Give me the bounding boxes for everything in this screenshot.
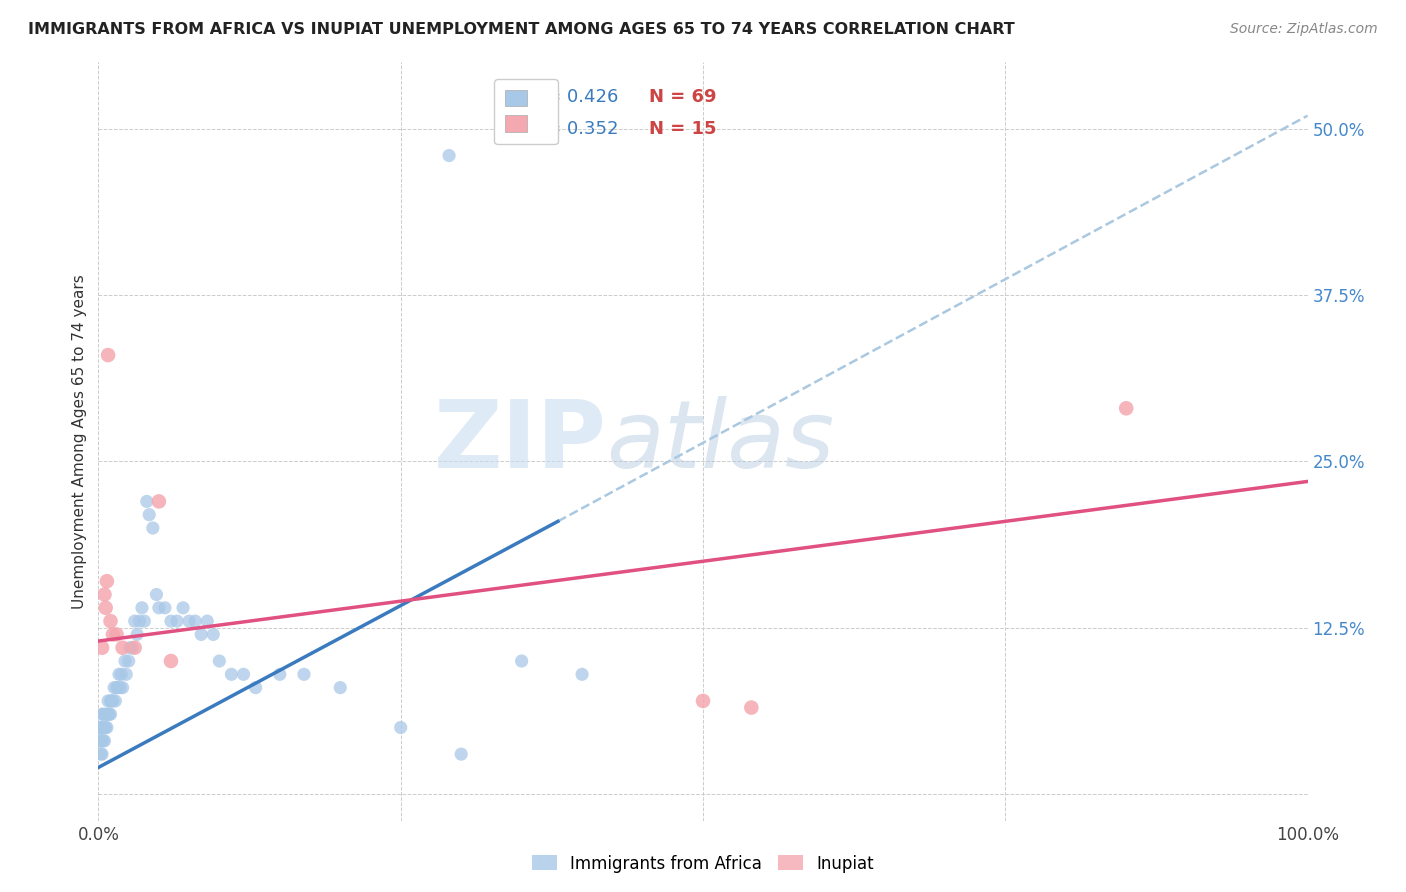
Point xyxy=(100,707,122,722)
Point xyxy=(103,681,125,695)
Text: R = 0.352: R = 0.352 xyxy=(527,120,619,138)
Point xyxy=(131,600,153,615)
Point xyxy=(94,707,117,722)
Point xyxy=(124,640,146,655)
Text: atlas: atlas xyxy=(606,396,835,487)
Point xyxy=(90,734,112,748)
Point xyxy=(148,494,170,508)
Text: Source: ZipAtlas.com: Source: ZipAtlas.com xyxy=(1230,22,1378,37)
Legend: Immigrants from Africa, Inupiat: Immigrants from Africa, Inupiat xyxy=(524,848,882,880)
Point xyxy=(108,681,131,695)
Point xyxy=(98,707,121,722)
Point xyxy=(105,681,128,695)
Point xyxy=(190,627,212,641)
Point xyxy=(101,627,124,641)
Point xyxy=(134,614,156,628)
Point xyxy=(104,694,127,708)
Point xyxy=(450,747,472,761)
Point xyxy=(89,734,111,748)
Point xyxy=(94,600,117,615)
Point xyxy=(115,667,138,681)
Point xyxy=(91,707,114,722)
Point xyxy=(245,681,267,695)
Text: N = 69: N = 69 xyxy=(648,87,716,105)
Point xyxy=(97,694,120,708)
Text: ZIP: ZIP xyxy=(433,395,606,488)
Point xyxy=(148,600,170,615)
Point xyxy=(124,614,146,628)
Y-axis label: Unemployment Among Ages 65 to 74 years: Unemployment Among Ages 65 to 74 years xyxy=(72,274,87,609)
Point xyxy=(89,721,111,735)
Point xyxy=(107,681,129,695)
Point xyxy=(105,627,128,641)
Text: R = 0.426: R = 0.426 xyxy=(527,87,619,105)
Point xyxy=(127,627,149,641)
Point xyxy=(110,667,132,681)
Point xyxy=(1115,401,1137,416)
Point xyxy=(153,600,176,615)
Point xyxy=(97,348,120,362)
Legend:  ,  : , xyxy=(495,79,558,145)
Point xyxy=(91,707,114,722)
Point xyxy=(160,614,183,628)
Point xyxy=(93,587,115,601)
Point xyxy=(111,640,134,655)
Point xyxy=(179,614,201,628)
Point xyxy=(96,574,118,589)
Point xyxy=(100,694,122,708)
Point xyxy=(93,734,115,748)
Point xyxy=(96,721,118,735)
Point xyxy=(111,681,134,695)
Text: N = 15: N = 15 xyxy=(648,120,716,138)
Point xyxy=(202,627,225,641)
Point xyxy=(692,694,714,708)
Point xyxy=(101,694,124,708)
Point xyxy=(100,694,122,708)
Point xyxy=(145,587,167,601)
Point xyxy=(121,640,143,655)
Point xyxy=(128,614,150,628)
Point xyxy=(292,667,315,681)
Point xyxy=(142,521,165,535)
Point xyxy=(269,667,291,681)
Point xyxy=(91,721,114,735)
Point xyxy=(118,640,141,655)
Point xyxy=(94,721,117,735)
Point xyxy=(184,614,207,628)
Point xyxy=(118,654,141,668)
Point xyxy=(208,654,231,668)
Point xyxy=(571,667,593,681)
Point xyxy=(96,707,118,722)
Point xyxy=(160,654,183,668)
Text: IMMIGRANTS FROM AFRICA VS INUPIAT UNEMPLOYMENT AMONG AGES 65 TO 74 YEARS CORRELA: IMMIGRANTS FROM AFRICA VS INUPIAT UNEMPL… xyxy=(28,22,1015,37)
Point xyxy=(221,667,243,681)
Point xyxy=(389,721,412,735)
Point xyxy=(166,614,188,628)
Point xyxy=(90,721,112,735)
Point xyxy=(91,747,114,761)
Point xyxy=(90,747,112,761)
Point xyxy=(232,667,254,681)
Point xyxy=(91,640,114,655)
Point xyxy=(329,681,352,695)
Point xyxy=(195,614,218,628)
Point xyxy=(114,654,136,668)
Point xyxy=(91,721,114,735)
Point xyxy=(91,734,114,748)
Point xyxy=(135,494,157,508)
Point xyxy=(93,721,115,735)
Point xyxy=(510,654,533,668)
Point xyxy=(100,614,122,628)
Point xyxy=(108,667,131,681)
Point xyxy=(91,734,114,748)
Point xyxy=(437,148,460,162)
Point xyxy=(740,700,762,714)
Point xyxy=(172,600,194,615)
Point xyxy=(97,707,120,722)
Point xyxy=(138,508,160,522)
